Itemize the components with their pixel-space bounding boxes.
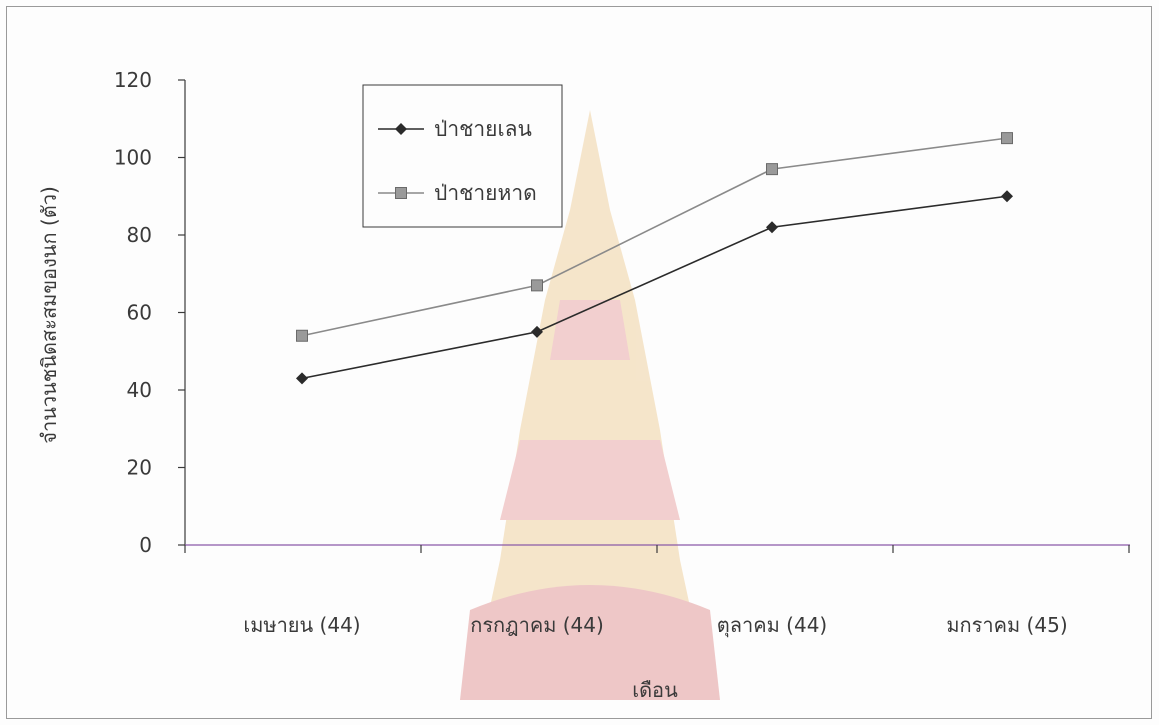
data-point-diamond [531, 325, 543, 338]
series-line [301, 137, 1008, 337]
data-point-square [296, 329, 308, 342]
data-point-diamond [296, 372, 308, 385]
y-tick-label: 0 [139, 533, 152, 557]
data-point-square [531, 279, 543, 292]
y-axis-label: จำนวนชนิดสะสมของนก (ตัว) [37, 186, 61, 444]
data-point-diamond [395, 123, 407, 135]
y-tick-label: 120 [114, 68, 152, 92]
data-point-diamond [1001, 190, 1013, 203]
chart-frame [6, 6, 1152, 719]
x-tick-label: เมษายน (44) [243, 613, 360, 637]
data-point-square [1001, 132, 1013, 145]
x-tick-label: มกราคม (45) [946, 613, 1067, 637]
x-tick-label: ตุลาคม (44) [717, 613, 827, 638]
y-tick-label: 60 [127, 301, 152, 325]
watermark-emblem [460, 110, 720, 700]
y-tick-label: 80 [127, 223, 152, 247]
x-axis-label: เดือน [632, 678, 678, 702]
y-tick-label: 40 [127, 378, 152, 402]
series-line [301, 195, 1008, 380]
data-point-square [766, 163, 778, 176]
legend-label: ป่าชายหาด [434, 181, 537, 205]
data-point-square [395, 187, 407, 199]
legend-label: ป่าชายเลน [434, 117, 532, 141]
legend-box [362, 84, 563, 228]
y-tick-label: 100 [114, 146, 152, 170]
y-tick-label: 20 [127, 456, 152, 480]
x-tick-label: กรกฎาคม (44) [470, 613, 604, 637]
data-point-diamond [766, 221, 778, 234]
